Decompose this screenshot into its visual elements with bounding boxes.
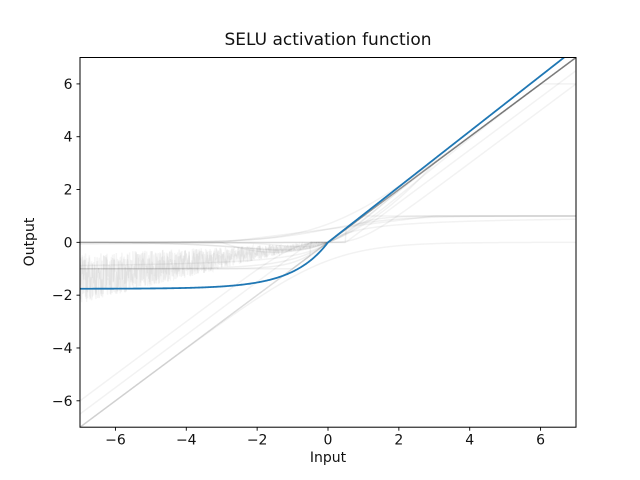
selu-curve	[80, 57, 566, 290]
curves-layer	[80, 57, 576, 428]
y-tick-label: −2	[52, 288, 73, 304]
ghost-curve-sigmoid	[80, 215, 576, 244]
ghost-curve-rrelu	[80, 57, 576, 303]
x-tick-label: −4	[176, 433, 197, 449]
y-axis-label: Output	[22, 217, 38, 267]
y-tick-label: 6	[64, 77, 73, 93]
ghost-curve-relu6	[80, 83, 576, 244]
ghost-curve-softplus	[80, 57, 576, 244]
ghost-curve-gelu	[80, 57, 576, 248]
x-tick-label: 6	[536, 433, 545, 449]
x-tick-label: 0	[324, 433, 333, 449]
x-tick-label: −6	[105, 433, 126, 449]
axes-layer: −6 −4 −2 0 2 4 6 −6 −4 −2 0 2 4 6	[52, 57, 577, 449]
chart-title: SELU activation function	[224, 30, 432, 50]
y-tick-label: −4	[52, 341, 73, 357]
x-tick-label: 4	[465, 433, 474, 449]
ghost-curve-relu	[80, 57, 576, 244]
ghost-curve-mish	[80, 57, 576, 252]
y-tick-label: 4	[64, 130, 73, 146]
x-axis-label: Input	[309, 450, 347, 466]
y-tick-label: −6	[52, 394, 73, 410]
x-tick-label: 2	[394, 433, 403, 449]
ghost-curve-hardsigmoid	[80, 215, 576, 244]
ghost-curve-hardswish	[80, 57, 576, 253]
y-tick-label: 2	[64, 183, 73, 199]
y-tick-label: 0	[64, 235, 73, 251]
x-tick-label: −2	[247, 433, 268, 449]
ghost-curve-elu	[80, 57, 576, 270]
ghost-curve-logsigmoid	[80, 241, 576, 428]
